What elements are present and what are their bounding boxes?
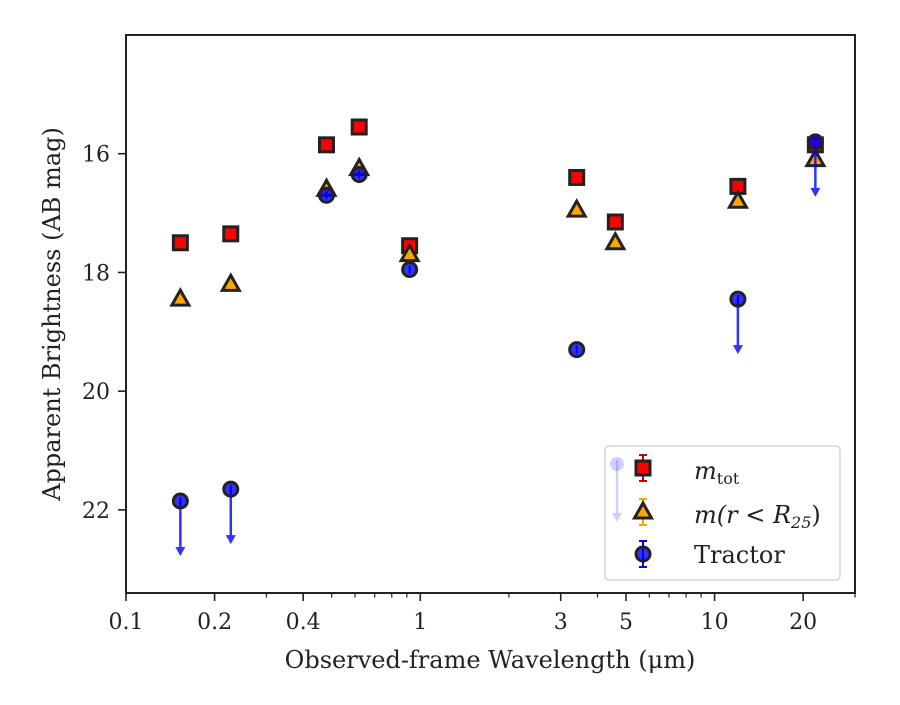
point-triangle-1-0 [169,287,192,307]
x-axis-label: Observed-frame Wavelength (μm) [285,646,696,674]
y-tick-label-2: 20 [82,380,110,405]
upper-limit-arrow-2-1 [225,489,236,545]
legend-marker-triangle [631,499,655,520]
x-tick-label-1: 0.2 [197,610,232,635]
point-square-0-1 [222,225,240,243]
point-triangle-1-6 [604,230,627,251]
x-tick-label-3: 1 [413,610,427,635]
legend-label-tractor: Tractor [694,541,785,569]
x-tick-label-7: 20 [789,610,817,635]
x-tick-label-5: 5 [619,610,633,635]
y-axis-label: Apparent Brightness (AB mag) [38,127,66,502]
legend-marker-square [634,459,652,477]
point-triangle-1-5 [565,198,588,218]
y-tick-label-3: 22 [82,499,110,524]
point-triangle-1-4 [398,242,421,263]
legend-box [604,445,841,581]
x-tick-label-0: 0.1 [109,610,144,635]
point-square-0-3 [350,118,368,136]
upper-limit-arrow-2-6 [732,299,743,355]
y-tick-label-1: 18 [82,261,110,286]
axes-layer: 0.1 0.2 0.4 1 3 5 10 20 16 18 20 22 [82,143,856,635]
upper-limit-arrow-2-0 [175,500,186,556]
legend-upper-limit-arrow [612,460,622,522]
legend-upper-limit-marker [610,457,624,471]
markers-layer [169,118,827,556]
legend-label-m-r25: m(r < R25) [694,501,821,532]
x-tick-label-2: 0.4 [286,610,321,635]
point-square-0-0 [171,234,189,252]
legend-marker-circle [634,545,652,563]
y-tick-label-0: 16 [82,143,110,168]
x-tick-label-6: 10 [701,610,729,635]
x-tick-label-4: 3 [554,610,568,635]
point-square-0-2 [317,136,335,154]
point-triangle-1-1 [219,272,242,292]
upper-limit-arrow-2-7 [810,141,821,197]
point-square-0-5 [568,168,586,186]
legend-symbols [610,454,655,568]
plot-frame [125,34,856,594]
point-square-0-6 [606,213,624,231]
legend-label-m-tot: mtot [694,457,740,488]
point-triangle-1-7 [726,189,749,209]
legend: mtot m(r < R25) Tractor [604,445,841,581]
